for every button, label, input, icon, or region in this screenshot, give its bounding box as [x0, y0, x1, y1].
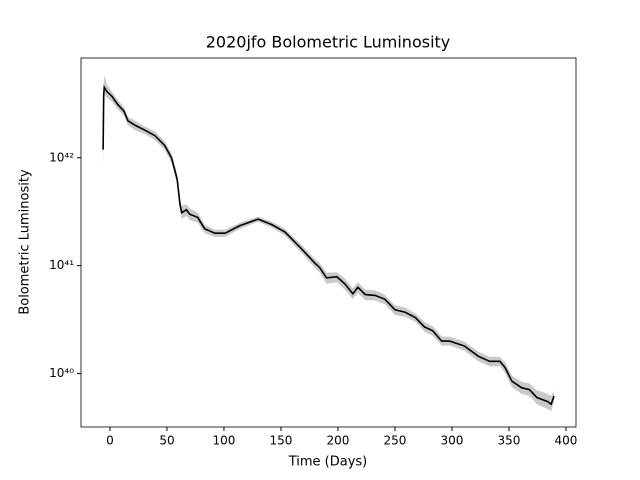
- x-tick-label: 0: [106, 434, 114, 448]
- y-tick-label: 10⁴¹: [49, 258, 74, 272]
- plot-frame: [80, 57, 577, 428]
- y-tick-label: 10⁴⁰: [49, 366, 74, 380]
- confidence-band: [103, 75, 554, 412]
- y-axis-label: Bolometric Luminosity: [18, 169, 33, 315]
- x-tick-label: 350: [498, 434, 521, 448]
- x-tick-label: 250: [384, 434, 407, 448]
- y-tick-label: 10⁴²: [49, 150, 74, 164]
- luminosity-line: [102, 84, 555, 406]
- chart-title: 2020jfo Bolometric Luminosity: [206, 33, 451, 52]
- x-axis-label: Time (Days): [288, 455, 368, 470]
- x-tick-label: 300: [441, 434, 464, 448]
- x-tick-label: 200: [327, 434, 350, 448]
- x-tick-label: 100: [213, 434, 236, 448]
- x-tick-label: 400: [555, 434, 578, 448]
- x-tick-label: 50: [159, 434, 174, 448]
- x-tick-label: 150: [270, 434, 293, 448]
